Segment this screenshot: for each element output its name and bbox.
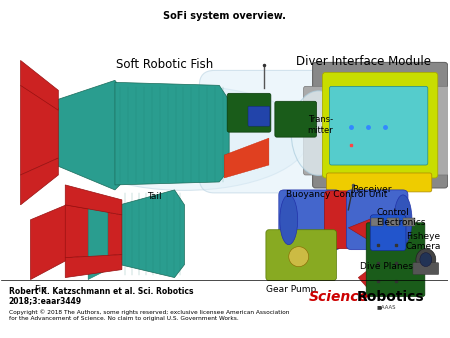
Text: Robotics: Robotics xyxy=(356,290,424,305)
FancyBboxPatch shape xyxy=(329,86,428,165)
Text: Soft Robotic Fish: Soft Robotic Fish xyxy=(116,58,213,71)
Polygon shape xyxy=(120,190,184,277)
Polygon shape xyxy=(31,195,108,280)
Polygon shape xyxy=(55,80,130,190)
FancyBboxPatch shape xyxy=(279,190,340,250)
Ellipse shape xyxy=(420,252,432,267)
FancyBboxPatch shape xyxy=(313,63,448,188)
Polygon shape xyxy=(65,185,122,215)
FancyBboxPatch shape xyxy=(199,70,348,193)
FancyBboxPatch shape xyxy=(266,230,337,281)
Ellipse shape xyxy=(60,86,309,190)
Polygon shape xyxy=(21,86,58,175)
Bar xyxy=(371,218,383,226)
Text: Fisheye
Camera: Fisheye Camera xyxy=(405,232,441,251)
Ellipse shape xyxy=(291,91,346,175)
Text: Buoyancy Control Unit: Buoyancy Control Unit xyxy=(286,190,387,199)
FancyBboxPatch shape xyxy=(346,190,408,250)
Polygon shape xyxy=(65,205,122,258)
FancyBboxPatch shape xyxy=(227,93,271,132)
FancyBboxPatch shape xyxy=(370,215,406,251)
FancyBboxPatch shape xyxy=(304,86,325,175)
Text: 2018;3:eaar3449: 2018;3:eaar3449 xyxy=(9,296,82,306)
Text: Trans-
mitter: Trans- mitter xyxy=(308,115,333,135)
Polygon shape xyxy=(21,61,58,110)
Text: Robert K. Katzschmann et al. Sci. Robotics: Robert K. Katzschmann et al. Sci. Roboti… xyxy=(9,287,193,295)
FancyBboxPatch shape xyxy=(323,72,438,178)
Text: Receiver: Receiver xyxy=(352,185,392,194)
Text: Dive Planes: Dive Planes xyxy=(360,262,413,271)
Text: Diver Interface Module: Diver Interface Module xyxy=(296,55,431,69)
Text: Fin: Fin xyxy=(34,285,47,293)
Polygon shape xyxy=(348,215,393,248)
Polygon shape xyxy=(88,200,108,280)
FancyBboxPatch shape xyxy=(324,191,360,249)
FancyBboxPatch shape xyxy=(248,106,270,126)
Bar xyxy=(387,218,399,226)
Text: ■AAAS: ■AAAS xyxy=(376,305,396,310)
Text: Tail: Tail xyxy=(147,192,162,201)
Text: Gear Pump: Gear Pump xyxy=(266,285,316,293)
Text: SoFi system overview.: SoFi system overview. xyxy=(163,11,286,21)
Text: Science: Science xyxy=(309,290,369,305)
FancyBboxPatch shape xyxy=(327,173,432,192)
Polygon shape xyxy=(115,82,229,185)
Ellipse shape xyxy=(394,195,412,245)
Polygon shape xyxy=(224,138,269,178)
Ellipse shape xyxy=(280,195,298,245)
Text: Control
Electronics: Control Electronics xyxy=(376,208,426,227)
Bar xyxy=(403,218,415,226)
FancyBboxPatch shape xyxy=(299,200,394,241)
Text: Copyright © 2018 The Authors, some rights reserved; exclusive licensee American : Copyright © 2018 The Authors, some right… xyxy=(9,309,289,321)
FancyBboxPatch shape xyxy=(433,86,450,175)
FancyBboxPatch shape xyxy=(275,101,316,137)
Ellipse shape xyxy=(416,249,436,271)
Polygon shape xyxy=(358,255,398,294)
FancyBboxPatch shape xyxy=(413,263,439,274)
Polygon shape xyxy=(21,158,58,205)
Polygon shape xyxy=(65,255,122,277)
Ellipse shape xyxy=(289,247,309,267)
FancyBboxPatch shape xyxy=(366,223,425,296)
